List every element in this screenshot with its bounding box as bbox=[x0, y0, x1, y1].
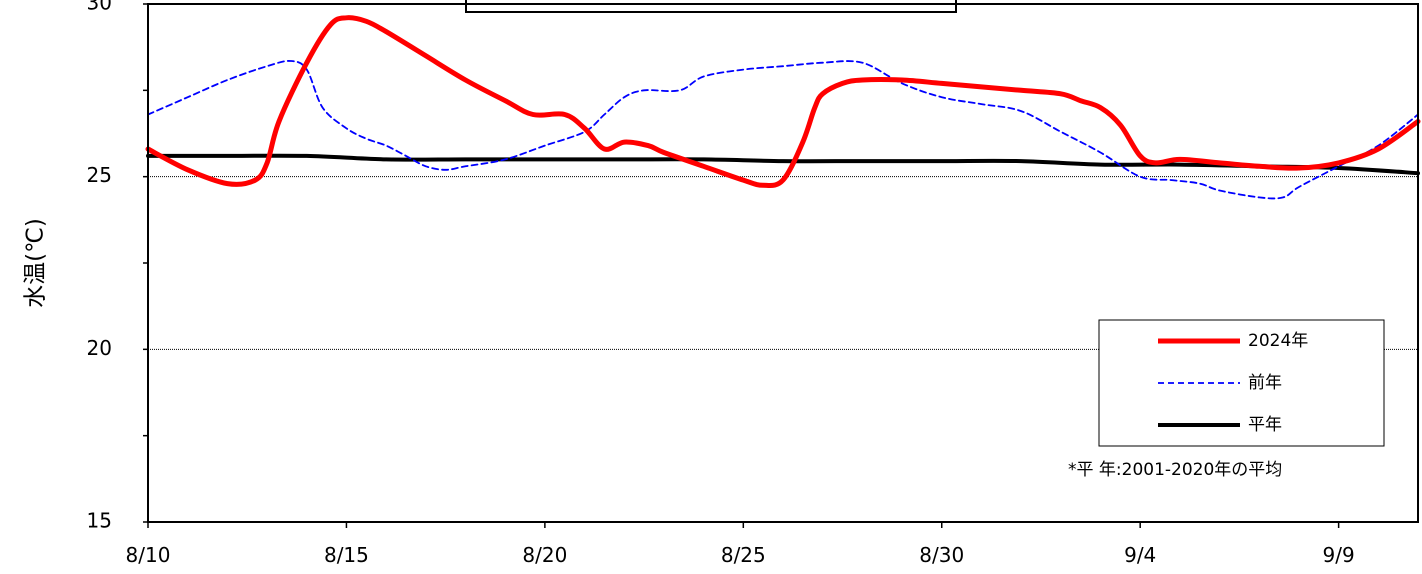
x-tick-label: 8/20 bbox=[522, 543, 567, 567]
series-line-2 bbox=[146, 153, 1420, 176]
legend-label-2: 平年 bbox=[1248, 415, 1282, 435]
series-line-0 bbox=[145, 15, 1421, 189]
y-tick-label: 15 bbox=[87, 509, 112, 533]
legend-label-1: 前年 bbox=[1248, 373, 1282, 393]
y-axis-label: 水温(℃) bbox=[23, 218, 49, 308]
x-axis-ticks: 8/10 8/15 8/20 8/25 8/30 9/4 9/9 bbox=[126, 522, 1355, 567]
y-tick-label: 30 bbox=[87, 0, 112, 15]
x-tick-label: 8/10 bbox=[126, 543, 171, 567]
x-tick-label: 8/30 bbox=[919, 543, 964, 567]
y-tick-label: 20 bbox=[87, 336, 112, 360]
average-note: *平 年:2001-2020年の平均 bbox=[1068, 460, 1282, 480]
x-tick-label: 8/25 bbox=[721, 543, 766, 567]
y-tick-label: 25 bbox=[87, 163, 112, 187]
x-tick-label: 9/4 bbox=[1124, 543, 1156, 567]
series-line-1 bbox=[147, 60, 1419, 200]
series-lines bbox=[145, 15, 1421, 200]
legend-box bbox=[1098, 319, 1385, 447]
x-tick-label: 8/15 bbox=[324, 543, 369, 567]
x-tick-label: 9/9 bbox=[1323, 543, 1355, 567]
legend-label-0: 2024年 bbox=[1248, 331, 1308, 351]
y-axis-ticks: 15 20 25 30 bbox=[87, 0, 148, 533]
title-box bbox=[465, 0, 957, 13]
